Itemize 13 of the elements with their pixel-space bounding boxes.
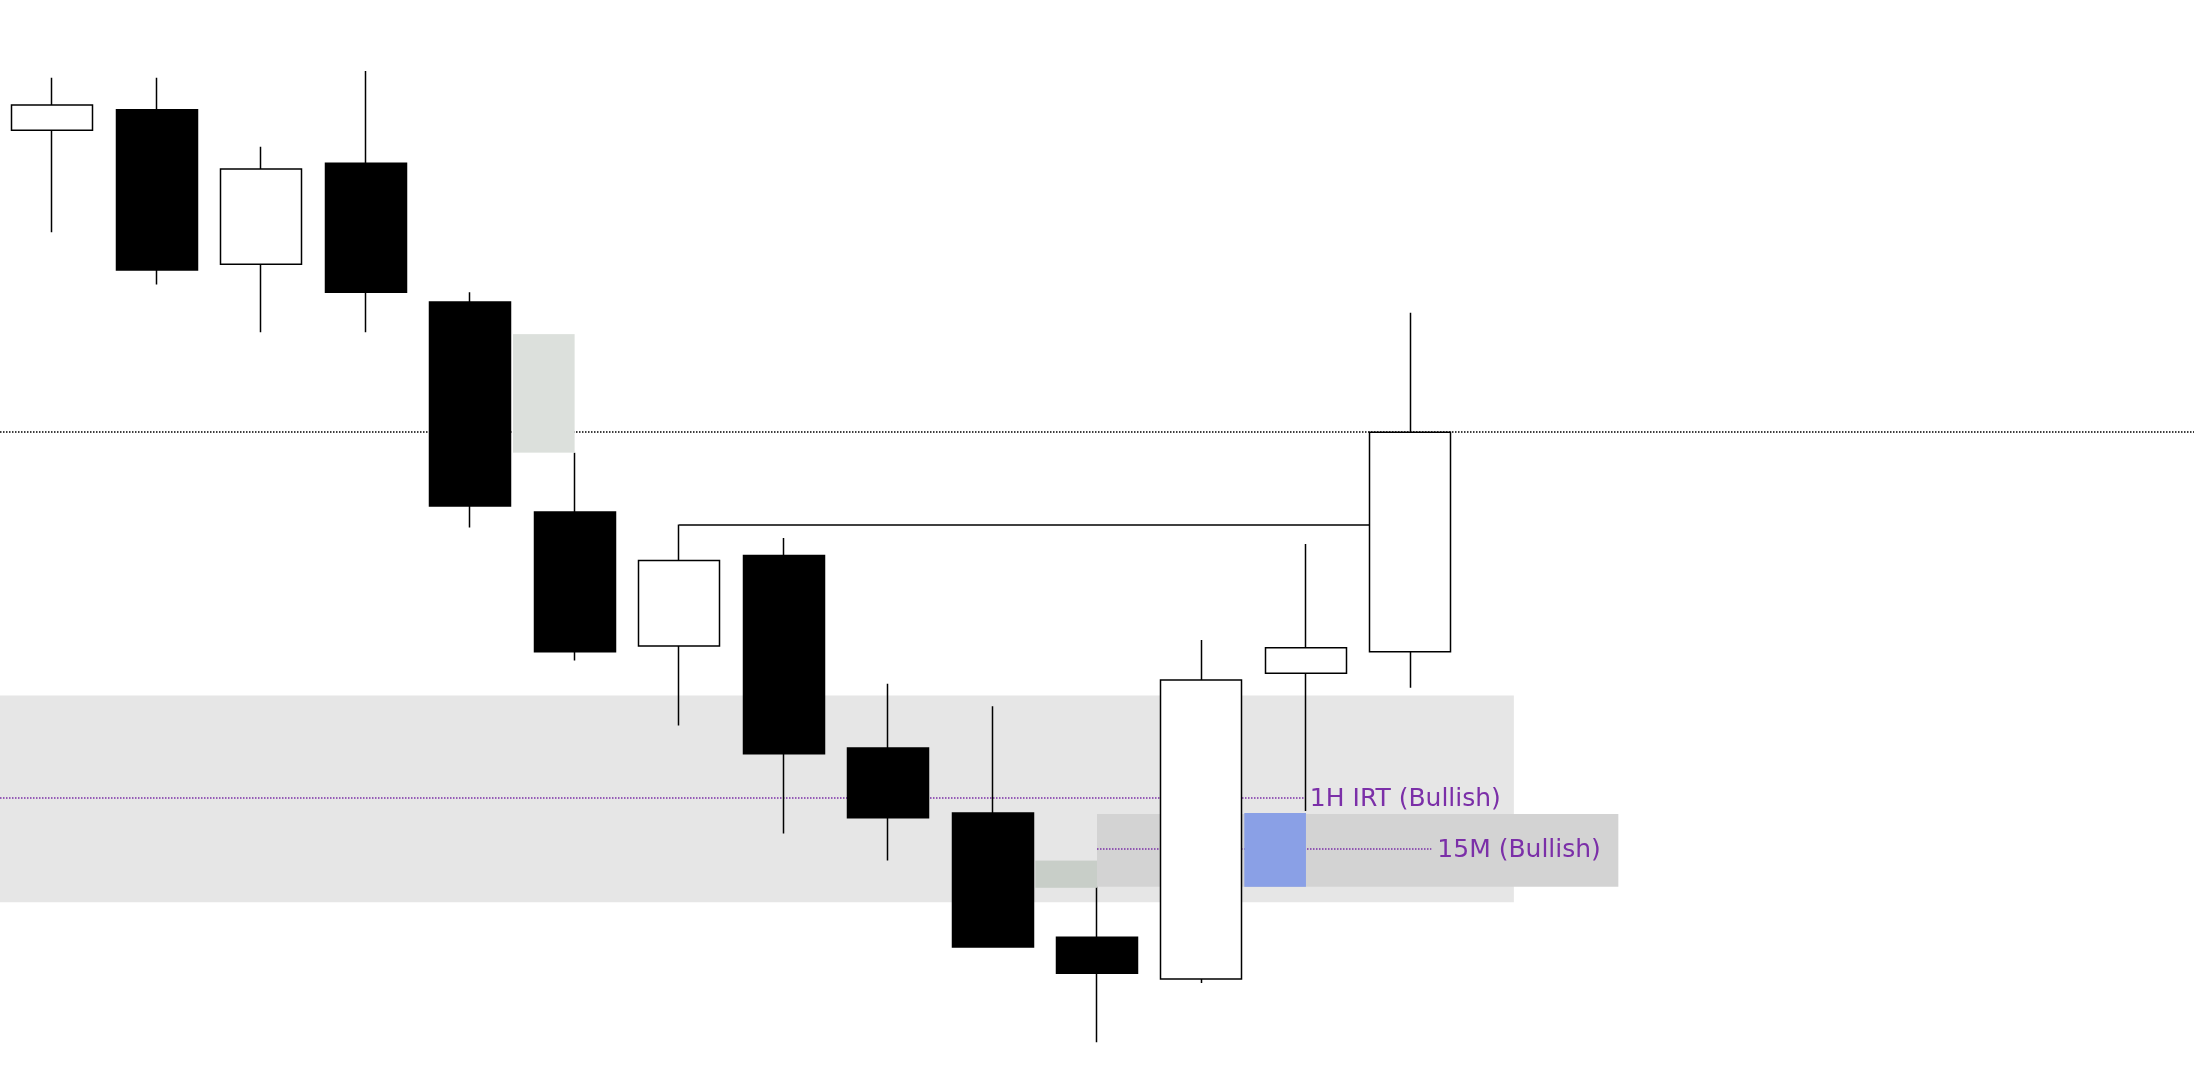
candlestick bbox=[115, 76, 199, 286]
candlestick bbox=[324, 70, 408, 333]
candlestick bbox=[1055, 886, 1139, 1043]
candlestick bbox=[951, 705, 1035, 948]
candlestick bbox=[1264, 543, 1348, 812]
ref-line-label: 1H IRT (Bullish) bbox=[1309, 782, 1501, 812]
candlestick bbox=[742, 537, 826, 835]
candlestick bbox=[846, 683, 930, 862]
candlestick bbox=[219, 145, 303, 333]
ref-line-label: 15M (Bullish) bbox=[1437, 834, 1601, 864]
candlestick bbox=[533, 451, 617, 662]
candlestick bbox=[10, 76, 94, 233]
candlestick bbox=[1159, 639, 1243, 984]
